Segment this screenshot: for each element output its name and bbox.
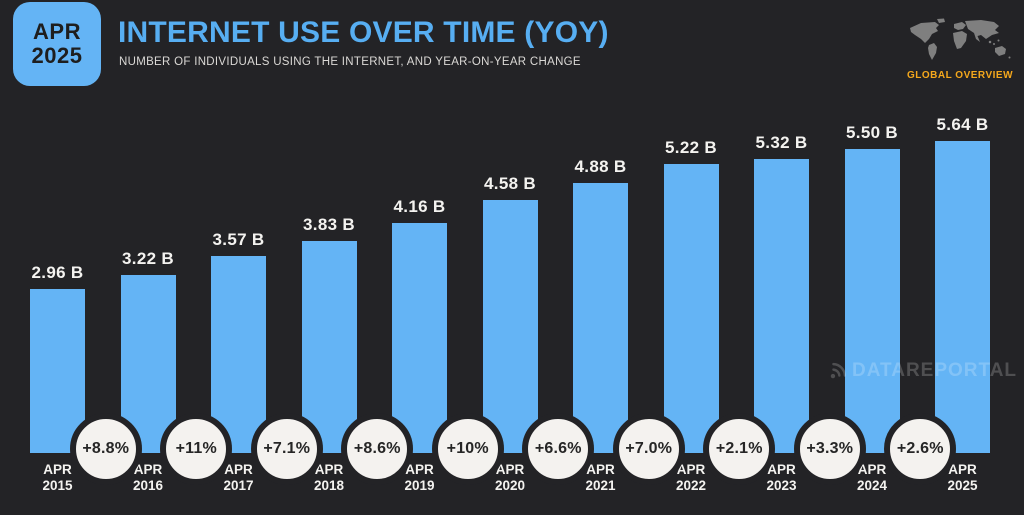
bar-value-label: 3.83 B	[303, 215, 355, 234]
yoy-change-badge: +7.0%	[612, 413, 685, 485]
yoy-change-badge: +8.6%	[341, 413, 414, 485]
x-axis-label: APR 2025	[947, 462, 978, 493]
x-axis-label: APR 2020	[494, 462, 526, 493]
bar-value-label: 3.22 B	[122, 249, 174, 268]
date-badge-month: APR	[33, 19, 81, 44]
bar-value-label: 3.57 B	[212, 230, 265, 249]
world-map-icon	[905, 17, 1017, 67]
bar-apr-2019	[392, 223, 447, 453]
yoy-change-badge: +3.3%	[793, 413, 866, 485]
x-axis-label: APR 2021	[585, 462, 616, 493]
x-axis-label: APR 2017	[223, 462, 254, 493]
yoy-change-badge: +10%	[431, 413, 504, 485]
bar-apr-2025	[935, 141, 990, 453]
x-axis-label: APR 2016	[132, 462, 164, 493]
page-subtitle: NUMBER OF INDIVIDUALS USING THE INTERNET…	[119, 56, 581, 68]
bar-value-label: 5.32 B	[755, 133, 808, 152]
bar-apr-2024	[844, 149, 900, 453]
yoy-change-badge: +7.1%	[250, 413, 323, 485]
x-axis-label: APR 2019	[404, 462, 435, 493]
date-badge: APR 2025	[13, 2, 101, 86]
x-axis-label: APR 2023	[766, 462, 797, 493]
yoy-change-badge: +6.6%	[522, 413, 595, 485]
datareportal-logo-icon	[830, 362, 847, 379]
bar-value-label: 4.88 B	[574, 157, 627, 176]
date-badge-year: 2025	[31, 43, 83, 68]
bar-apr-2021	[573, 183, 628, 453]
global-overview-label: GLOBAL OVERVIEW	[906, 70, 1014, 81]
bar-apr-2022	[663, 164, 719, 453]
yoy-change-badge: +2.6%	[884, 413, 957, 485]
x-axis-label: APR 2022	[675, 462, 707, 493]
bar-value-label: 4.16 B	[393, 197, 446, 216]
world-map-svg	[910, 18, 1011, 60]
bar-value-label: 5.50 B	[846, 123, 898, 142]
x-axis-label: APR 2015	[42, 462, 73, 493]
bar-value-label: 2.96 B	[31, 263, 84, 282]
yoy-change-badge: +8.8%	[69, 413, 142, 485]
bar-value-label: 4.58 B	[484, 174, 536, 193]
x-axis-label: APR 2024	[856, 462, 888, 493]
bar-value-label: 5.64 B	[936, 115, 989, 134]
x-axis-label: APR 2018	[313, 462, 345, 493]
bar-apr-2023	[754, 159, 809, 453]
bar-value-label: 5.22 B	[665, 138, 717, 157]
datareportal-watermark: DATAREPORTAL	[827, 360, 1017, 382]
bar-apr-2020	[482, 200, 538, 453]
datareportal-watermark-text: DATAREPORTAL	[852, 360, 1018, 381]
yoy-change-badge: +11%	[160, 413, 233, 485]
bar-apr-2018	[301, 241, 357, 453]
bar-apr-2015	[30, 289, 85, 453]
yoy-change-badge: +2.1%	[703, 413, 776, 485]
bar-apr-2017	[211, 256, 266, 453]
page-title: INTERNET USE OVER TIME (YOY)	[118, 16, 609, 49]
